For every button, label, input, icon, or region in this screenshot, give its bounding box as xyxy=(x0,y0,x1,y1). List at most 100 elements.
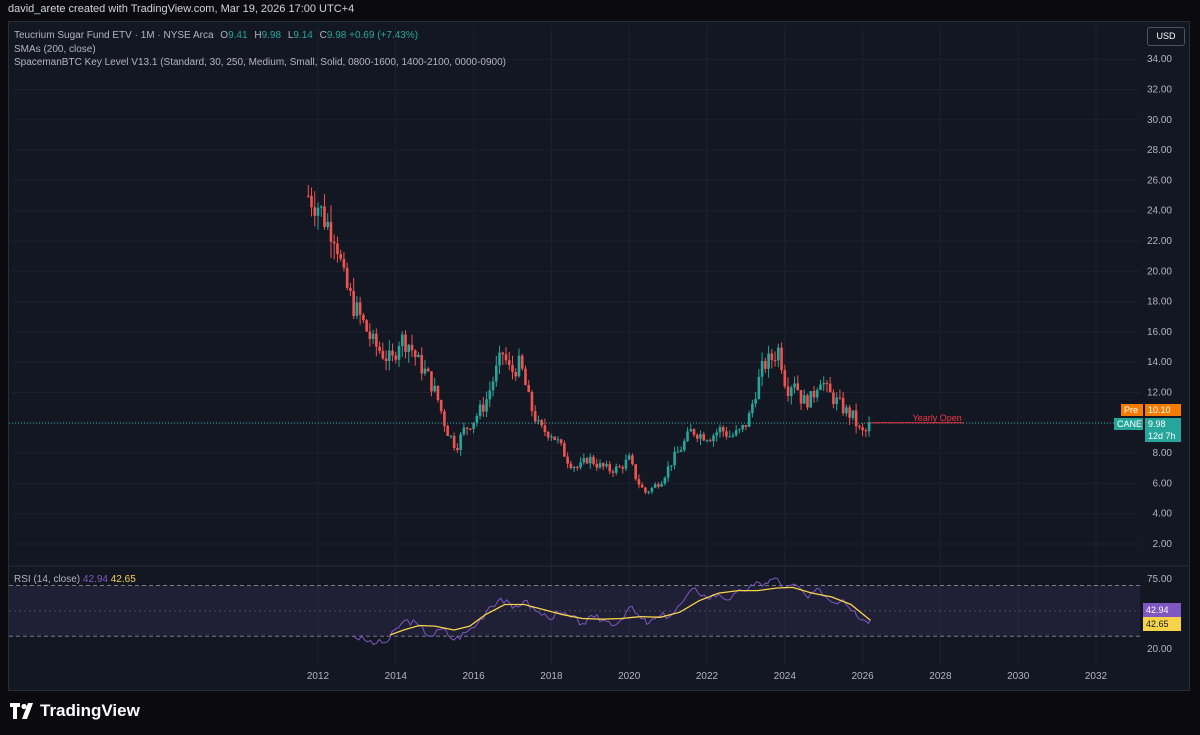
candle-up xyxy=(388,350,391,362)
tradingview-logo-icon xyxy=(10,703,33,719)
candle-down xyxy=(563,443,566,457)
candle-down xyxy=(426,368,430,372)
low-value: 9.14 xyxy=(293,30,313,41)
candle-up xyxy=(653,484,657,488)
candle-up xyxy=(728,436,731,438)
price-axis-tick: 32.00 xyxy=(1147,85,1172,96)
candle-up xyxy=(517,355,521,377)
candle-up xyxy=(400,334,404,346)
candle-down xyxy=(592,456,595,464)
symbol-tag: CANE xyxy=(1114,418,1143,430)
candle-up xyxy=(494,365,498,382)
candle-down xyxy=(725,431,728,437)
candle-up xyxy=(676,451,680,453)
time-axis-tick: 2014 xyxy=(385,671,408,682)
candle-down xyxy=(430,371,433,392)
candle-down xyxy=(469,428,472,430)
candle-up xyxy=(627,455,631,460)
change-value: +0.69 (+7.43%) xyxy=(349,30,419,41)
candle-down xyxy=(621,467,625,469)
candle-up xyxy=(589,456,592,464)
candle-up xyxy=(734,430,738,436)
candle-down xyxy=(339,254,342,259)
candle-down xyxy=(799,390,803,404)
candle-down xyxy=(832,392,835,405)
candle-down xyxy=(608,464,612,472)
candle-down xyxy=(323,206,326,228)
candle-down xyxy=(332,241,336,244)
candle-down xyxy=(595,463,599,468)
price-axis-tick: 24.00 xyxy=(1147,206,1172,217)
rsi-legend[interactable]: RSI (14, close) 42.94 42.65 xyxy=(14,574,136,585)
candle-down xyxy=(828,383,832,393)
keylevel-legend[interactable]: SpacemanBTC Key Level V13.1 (Standard, 3… xyxy=(14,57,506,68)
candle-up xyxy=(731,435,735,437)
candle-down xyxy=(345,267,349,288)
candle-down xyxy=(631,455,634,465)
rsi-legend-label: RSI (14, close) xyxy=(14,574,81,585)
candle-down xyxy=(452,435,456,449)
candle-down xyxy=(375,333,378,347)
candle-down xyxy=(764,360,767,369)
currency-button[interactable]: USD xyxy=(1147,27,1185,46)
sma-legend[interactable]: SMAs (200, close) xyxy=(14,44,96,55)
candle-down xyxy=(576,466,579,468)
candle-up xyxy=(751,403,754,414)
candle-up xyxy=(815,389,819,398)
candle-down xyxy=(310,195,313,208)
candle-down xyxy=(825,383,829,385)
candle-down xyxy=(456,448,459,451)
candle-up xyxy=(819,384,822,390)
candle-down xyxy=(861,427,864,431)
candle-down xyxy=(365,320,368,332)
candle-down xyxy=(533,411,537,422)
candle-down xyxy=(695,434,699,439)
price-axis-tick: 12.00 xyxy=(1147,388,1172,399)
candle-up xyxy=(718,427,722,433)
candle-down xyxy=(721,427,725,432)
pre-label-tag: Pre xyxy=(1121,404,1143,416)
candle-down xyxy=(848,407,851,418)
candle-up xyxy=(835,397,838,405)
candle-down xyxy=(410,344,414,351)
price-axis-tick: 20.00 xyxy=(1147,266,1172,277)
candle-up xyxy=(789,387,793,397)
candle-down xyxy=(838,397,842,399)
candle-up xyxy=(371,333,375,339)
candle-down xyxy=(618,466,621,468)
rsi-value-tag: 42.94 xyxy=(1143,603,1181,617)
candle-down xyxy=(783,369,787,387)
tradingview-wordmark: TradingView xyxy=(40,701,140,720)
candle-down xyxy=(780,347,783,370)
candle-down xyxy=(306,195,310,197)
candle-down xyxy=(786,386,790,397)
candle-up xyxy=(319,206,323,208)
price-axis-tick: 14.00 xyxy=(1147,357,1172,368)
candle-up xyxy=(822,383,825,385)
candle-down xyxy=(744,424,748,427)
candle-up xyxy=(683,441,686,451)
candle-up xyxy=(741,424,744,430)
symbol-title: Teucrium Sugar Fund ETV · 1M · NYSE Arca xyxy=(14,30,214,41)
candle-down xyxy=(520,355,524,369)
tradingview-brand[interactable]: TradingView xyxy=(10,700,140,722)
high-value: 9.98 xyxy=(261,30,282,41)
candle-up xyxy=(624,459,628,469)
candle-down xyxy=(482,404,485,412)
candle-up xyxy=(689,429,693,432)
candle-up xyxy=(423,368,427,374)
open-label: O xyxy=(220,30,229,41)
candle-up xyxy=(673,451,676,466)
candle-down xyxy=(566,456,569,464)
candle-down xyxy=(546,431,550,438)
rsi-ma-value-tag: 42.65 xyxy=(1143,617,1181,631)
candle-down xyxy=(342,258,346,268)
candle-down xyxy=(352,290,355,316)
candle-up xyxy=(582,458,586,463)
candle-up xyxy=(679,450,683,452)
last-price-value: 9.98 xyxy=(1148,419,1166,429)
candle-up xyxy=(462,427,466,435)
candle-down xyxy=(543,425,547,432)
candle-down xyxy=(601,463,605,467)
